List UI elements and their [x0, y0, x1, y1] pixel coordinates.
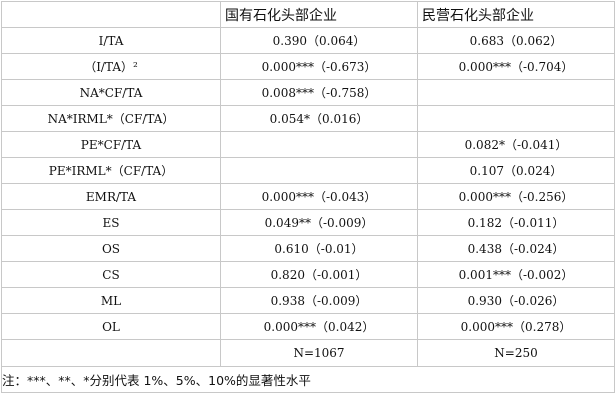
variable-name: NA*CF/TA: [1, 79, 221, 106]
state-value: 0.820（-0.001）: [220, 261, 418, 288]
column-header-state: 国有石化头部企业: [220, 1, 418, 28]
private-value: 0.000***（-0.704）: [417, 53, 615, 80]
table-row: EMR/TA 0.000***（-0.043） 0.000***（-0.256）: [1, 183, 615, 210]
private-value: 0.107（0.024）: [417, 157, 615, 184]
variable-name: I/TA: [1, 27, 221, 54]
column-header-private: 民营石化头部企业: [417, 1, 615, 28]
table-row: I/TA 0.390（0.064） 0.683（0.062）: [1, 27, 615, 54]
sample-size-row: N=1067 N=250: [1, 339, 615, 367]
sample-size-private: N=250: [417, 339, 615, 367]
regression-results-table: 国有石化头部企业 民营石化头部企业 I/TA 0.390（0.064） 0.68…: [1, 1, 615, 393]
state-value: 0.610（-0.01）: [220, 235, 418, 262]
state-value: 0.008***（-0.758）: [220, 79, 418, 106]
private-value: 0.000***（-0.256）: [417, 183, 615, 210]
variable-name: OL: [1, 313, 221, 340]
variable-name: EMR/TA: [1, 183, 221, 210]
variable-name: （I/TA）²: [1, 53, 221, 80]
private-value: 0.683（0.062）: [417, 27, 615, 54]
state-value: 0.938（-0.009）: [220, 287, 418, 314]
private-value: 0.182（-0.011）: [417, 209, 615, 236]
table-header-row: 国有石化头部企业 民营石化头部企业: [1, 1, 615, 28]
state-value: 0.054*（0.016）: [220, 105, 418, 132]
sample-size-state: N=1067: [220, 339, 418, 367]
state-value: 0.000***（0.042）: [220, 313, 418, 340]
state-value: 0.390（0.064）: [220, 27, 418, 54]
private-value: 0.438（-0.024）: [417, 235, 615, 262]
corner-cell: [1, 1, 221, 28]
sample-size-label: [1, 339, 221, 367]
state-value: [220, 131, 418, 158]
variable-name: NA*IRML*（CF/TA）: [1, 105, 221, 132]
table-row: PE*IRML*（CF/TA） 0.107（0.024）: [1, 157, 615, 184]
state-value: 0.000***（-0.043）: [220, 183, 418, 210]
state-value: [220, 157, 418, 184]
table-row: （I/TA）² 0.000***（-0.673） 0.000***（-0.704…: [1, 53, 615, 80]
private-value: 0.000***（0.278）: [417, 313, 615, 340]
table-row: CS 0.820（-0.001） 0.001***（-0.002）: [1, 261, 615, 288]
table-row: NA*IRML*（CF/TA） 0.054*（0.016）: [1, 105, 615, 132]
table-row: NA*CF/TA 0.008***（-0.758）: [1, 79, 615, 106]
state-value: 0.049**（-0.009）: [220, 209, 418, 236]
private-value: 0.001***（-0.002）: [417, 261, 615, 288]
state-value: 0.000***（-0.673）: [220, 53, 418, 80]
significance-note: 注：***、**、*分别代表 1%、5%、10%的显著性水平: [1, 366, 615, 393]
variable-name: PE*CF/TA: [1, 131, 221, 158]
private-value: [417, 79, 615, 106]
variable-name: ES: [1, 209, 221, 236]
private-value: [417, 105, 615, 132]
table-row: ML 0.938（-0.009） 0.930（-0.026）: [1, 287, 615, 314]
variable-name: ML: [1, 287, 221, 314]
private-value: 0.930（-0.026）: [417, 287, 615, 314]
variable-name: PE*IRML*（CF/TA）: [1, 157, 221, 184]
note-row: 注：***、**、*分别代表 1%、5%、10%的显著性水平: [1, 366, 615, 393]
variable-name: CS: [1, 261, 221, 288]
private-value: 0.082*（-0.041）: [417, 131, 615, 158]
table-row: ES 0.049**（-0.009） 0.182（-0.011）: [1, 209, 615, 236]
variable-name: OS: [1, 235, 221, 262]
table-row: OL 0.000***（0.042） 0.000***（0.278）: [1, 313, 615, 340]
table-row: PE*CF/TA 0.082*（-0.041）: [1, 131, 615, 158]
table-row: OS 0.610（-0.01） 0.438（-0.024）: [1, 235, 615, 262]
